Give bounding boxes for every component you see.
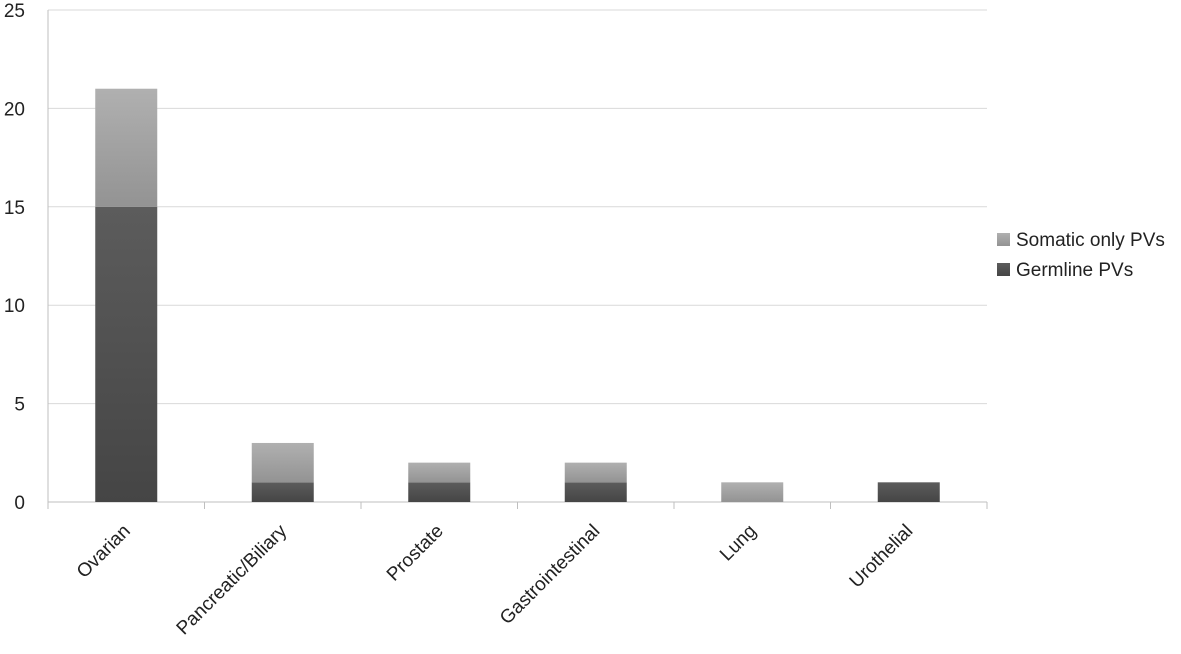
x-tick-label-lung: Lung [716, 521, 761, 566]
legend: Somatic only PVs Germline PVs [997, 230, 1165, 281]
y-tick-label: 20 [4, 99, 25, 120]
y-tick-labels: 0 5 10 15 20 25 [4, 1, 25, 514]
bar-lung-somatic-only-pvs [721, 482, 784, 502]
y-tick-label: 0 [14, 493, 25, 514]
x-tick-labels: Ovarian Pancreatic/Biliary Prostate Gastroi… [73, 520, 917, 639]
legend-label-somatic-only-pvs: Somatic only PVs [1016, 230, 1165, 251]
x-tick-label-gastrointestinal: Gastrointestinal [496, 521, 604, 629]
bar-urothelial-germline-pvs [877, 482, 940, 502]
bar-ovarian-germline-pvs [95, 206, 158, 503]
legend-swatch-germline-pvs [997, 263, 1010, 276]
y-tick-label: 5 [14, 395, 25, 416]
legend-swatch-somatic-only-pvs [997, 233, 1010, 246]
x-tick-label-urothelial: Urothelial [846, 521, 918, 593]
y-tick-label: 15 [4, 198, 25, 219]
x-tick-label-ovarian: Ovarian [73, 521, 135, 583]
bar-gastrointestinal-somatic-only-pvs [564, 462, 627, 483]
bar-prostate-somatic-only-pvs [408, 462, 471, 483]
gridlines [48, 9, 987, 405]
bar-ovarian-somatic-only-pvs [95, 88, 158, 207]
x-tick-label-pancreatic-biliary: Pancreatic/Biliary [173, 520, 292, 639]
bars [95, 88, 940, 503]
legend-label-germline-pvs: Germline PVs [1016, 260, 1133, 281]
bar-pancreatic-biliary-somatic-only-pvs [251, 442, 314, 483]
y-tick-label: 10 [4, 296, 25, 317]
bar-gastrointestinal-germline-pvs [564, 482, 627, 502]
bar-pancreatic-biliary-germline-pvs [251, 482, 314, 502]
bar-prostate-germline-pvs [408, 482, 471, 502]
axes [47, 10, 988, 509]
y-tick-label: 25 [4, 1, 25, 22]
x-tick-label-prostate: Prostate [383, 521, 448, 586]
